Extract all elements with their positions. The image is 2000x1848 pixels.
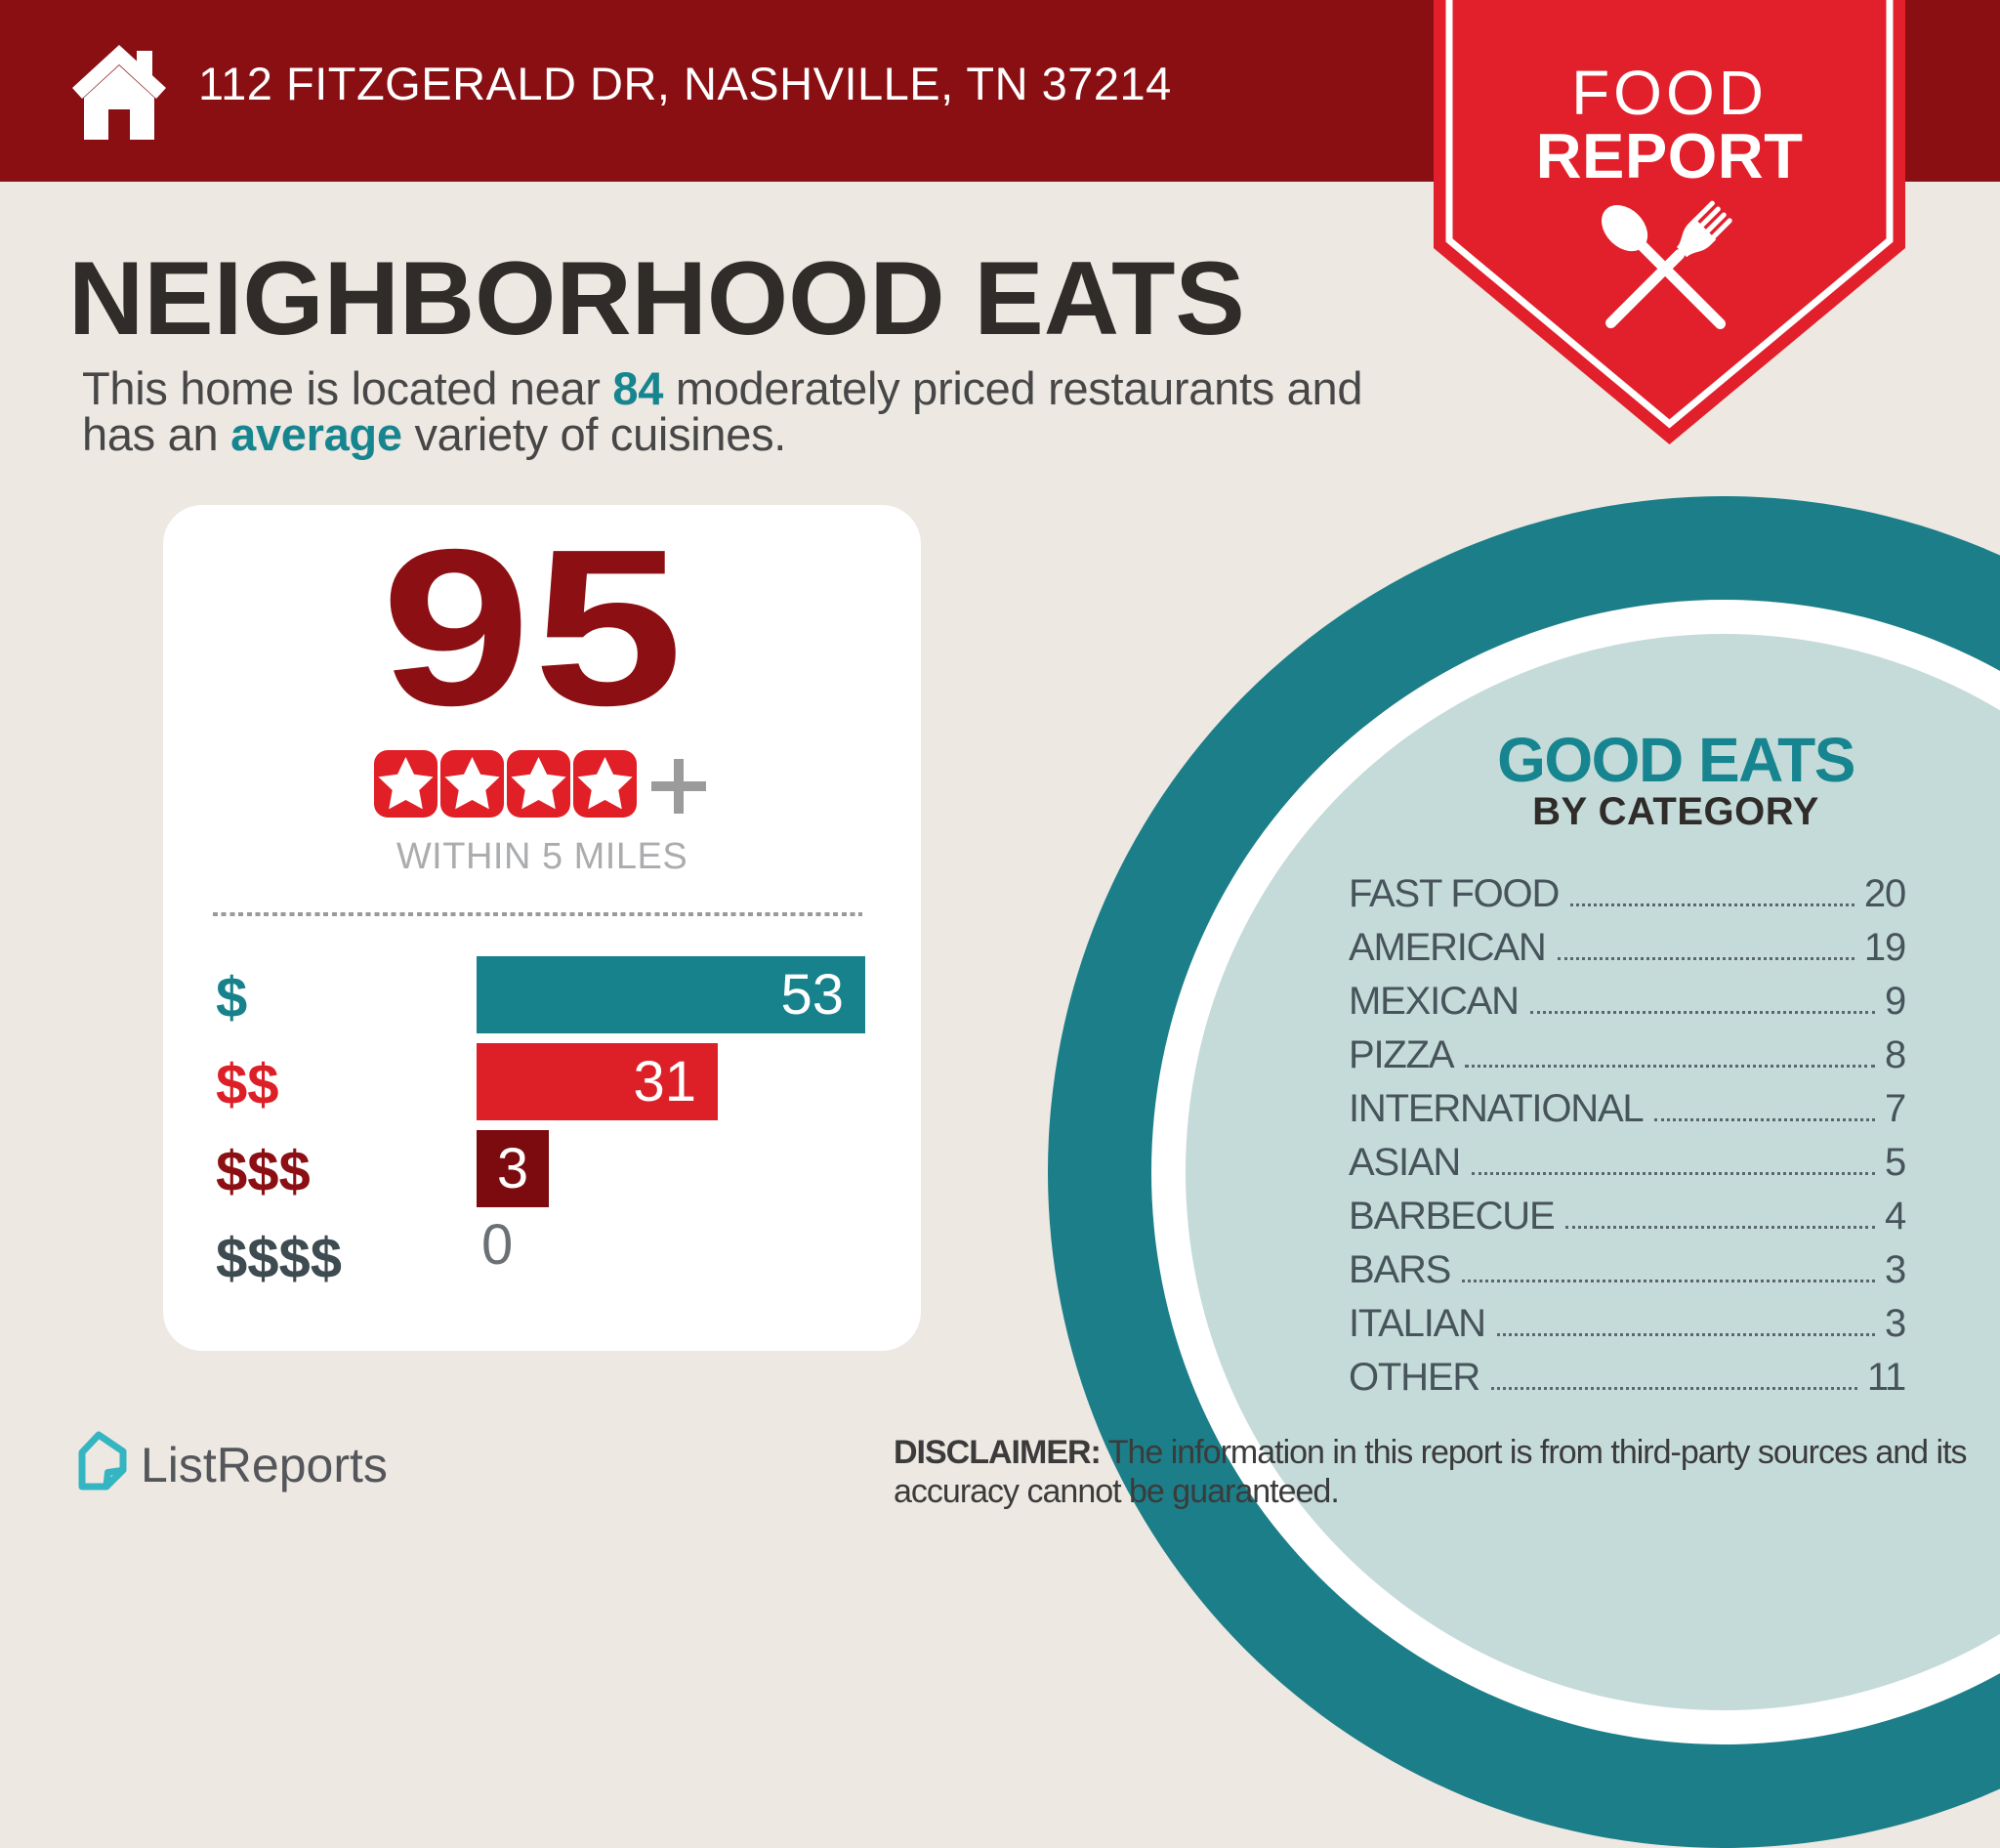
svg-text:REPORT: REPORT [1536,120,1804,191]
svg-text:FOOD: FOOD [1571,58,1768,128]
